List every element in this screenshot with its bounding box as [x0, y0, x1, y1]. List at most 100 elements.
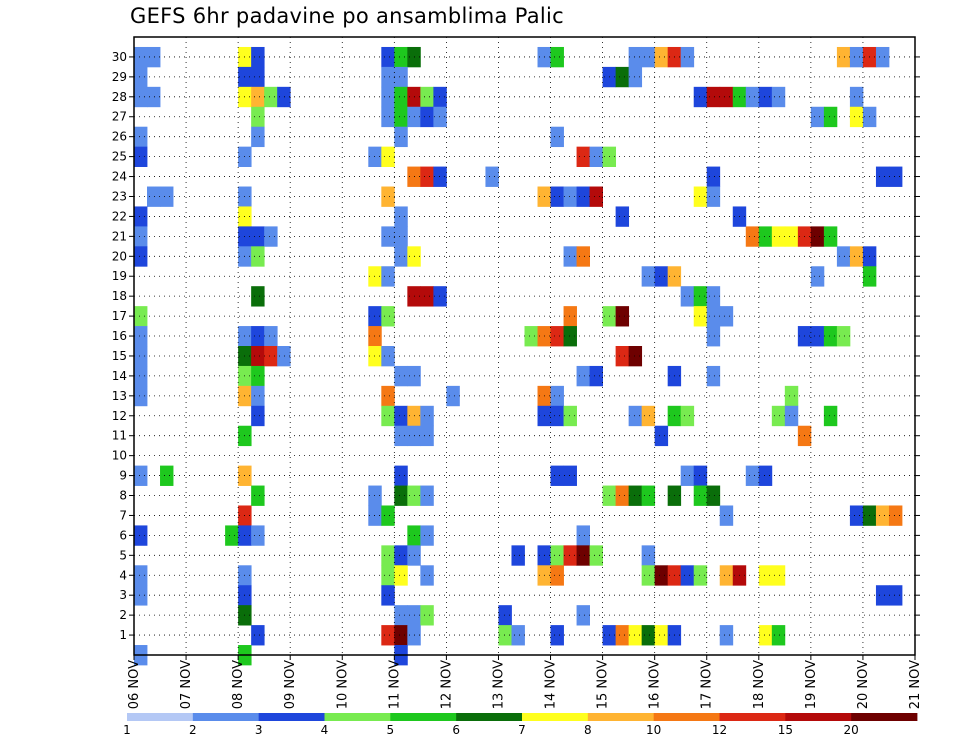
heatmap-cell	[225, 525, 239, 546]
heatmap-cell	[693, 286, 708, 307]
colorbar-swatch	[456, 713, 523, 721]
heatmap-cell	[381, 585, 395, 606]
y-tick-label: 22	[112, 209, 127, 223]
heatmap-cell	[628, 485, 643, 506]
heatmap-cell	[654, 46, 669, 68]
heatmap-cell	[134, 86, 148, 108]
grid-lines	[134, 37, 915, 655]
heatmap-cell	[381, 565, 395, 586]
heatmap-cell	[641, 46, 656, 68]
heatmap-cell	[264, 86, 278, 108]
heatmap-cell	[745, 465, 760, 486]
heatmap-cell	[433, 106, 447, 128]
heatmap-cell	[758, 226, 773, 247]
y-tick-label: 9	[119, 469, 127, 483]
heatmap-cell	[251, 106, 265, 128]
heatmap-cell	[381, 405, 395, 427]
y-tick-label: 23	[112, 189, 127, 203]
heatmap-cell	[498, 605, 512, 626]
colorbar-swatch	[851, 713, 918, 721]
heatmap-cell	[719, 306, 734, 327]
heatmap-cell	[264, 226, 278, 247]
heatmap-cell	[420, 565, 434, 586]
heatmap-cell	[251, 625, 265, 646]
y-tick-label: 6	[119, 528, 127, 542]
y-tick-label: 30	[112, 50, 127, 64]
heatmap-cell	[641, 545, 656, 566]
heatmap-cell	[394, 565, 408, 586]
heatmap-cell	[134, 525, 148, 546]
colorbar-label: 7	[518, 723, 526, 737]
colorbar-swatch	[719, 713, 786, 721]
heatmap-cell	[134, 465, 148, 486]
y-tick-label: 5	[119, 548, 127, 562]
heatmap-cell	[420, 485, 434, 506]
heatmap-cell	[875, 166, 890, 187]
heatmap-cell	[589, 545, 603, 566]
heatmap-cell	[550, 46, 564, 68]
heatmap-cell	[420, 166, 434, 187]
heatmap-cell	[381, 186, 395, 207]
y-tick-label: 2	[119, 608, 127, 622]
heatmap-cell	[381, 266, 395, 287]
heatmap-cell	[563, 246, 577, 267]
heatmap-cell	[134, 346, 148, 367]
heatmap-cell	[381, 346, 395, 367]
y-tick-label: 19	[112, 269, 127, 283]
heatmap-cell	[641, 405, 656, 427]
heatmap-cell	[134, 226, 148, 247]
y-tick-label: 13	[112, 389, 127, 403]
heatmap-cell	[615, 306, 630, 327]
heatmap-cell	[420, 525, 434, 546]
heatmap-cell	[706, 286, 721, 307]
heatmap-cell	[550, 405, 564, 427]
y-tick-label: 7	[119, 508, 127, 522]
heatmap-cell	[550, 326, 564, 347]
heatmap-cell	[381, 226, 395, 247]
colorbar-swatch	[192, 713, 260, 721]
heatmap-cell	[719, 505, 734, 526]
colorbar-label: 15	[778, 723, 793, 737]
y-tick-label: 25	[112, 150, 127, 164]
heatmap-cell	[251, 46, 265, 68]
heatmap-cell	[147, 186, 161, 207]
heatmap-cell	[550, 126, 564, 148]
heatmap-cell	[706, 166, 721, 187]
x-tick-label: 06 NOV	[127, 660, 142, 709]
heatmap-cell	[628, 346, 643, 367]
heatmap-cell	[706, 326, 721, 347]
x-tick-label: 15 NOV	[596, 660, 611, 709]
heatmap-cell	[706, 365, 721, 387]
heatmap-cell	[641, 266, 656, 287]
heatmap-cell	[745, 226, 760, 247]
heatmap-cell	[134, 565, 148, 586]
heatmap-cell	[251, 405, 265, 427]
heatmap-cell	[641, 565, 656, 586]
heatmap-cell	[589, 365, 603, 387]
heatmap-cell	[251, 86, 265, 108]
heatmap-cell	[849, 46, 864, 68]
heatmap-cell	[563, 326, 577, 347]
heatmap-cell	[277, 86, 291, 108]
heatmap-cell	[693, 186, 708, 207]
heatmap-cell	[550, 186, 564, 207]
heatmap-cell	[433, 166, 447, 187]
heatmap-cell	[758, 465, 773, 486]
heatmap-cell	[615, 346, 630, 367]
heatmap-cell	[563, 306, 577, 327]
heatmap-cell	[264, 326, 278, 347]
heatmap-cell	[251, 226, 265, 247]
heatmap-cell	[381, 66, 395, 88]
heatmap-cell	[693, 86, 708, 108]
y-tick-label: 17	[112, 309, 127, 323]
heatmap-cell	[394, 545, 408, 566]
heatmap-cell	[394, 126, 408, 148]
colorbar-label: 20	[844, 723, 859, 737]
heatmap-cell	[654, 565, 669, 586]
heatmap-cell	[628, 66, 643, 88]
x-tick-label: 10 NOV	[335, 660, 350, 709]
heatmap-cell	[134, 46, 148, 68]
heatmap-cell	[810, 326, 825, 347]
colorbar-label: 5	[387, 723, 395, 737]
colorbar-label: 2	[189, 723, 197, 737]
